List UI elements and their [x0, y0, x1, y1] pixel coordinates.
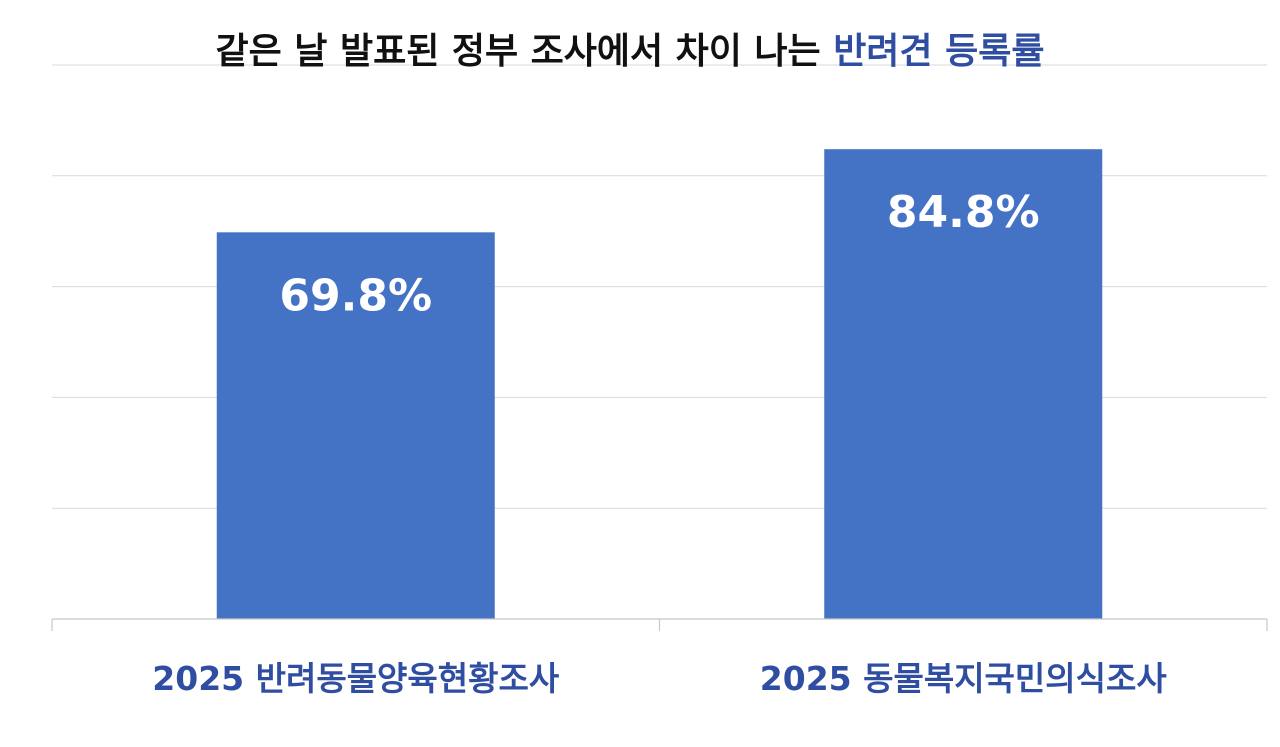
category-label: 2025 반려동물양육현황조사 [152, 659, 560, 698]
bar [216, 232, 495, 620]
chart-title: 같은 날 발표된 정부 조사에서 차이 나는 반려견 등록률 [216, 31, 1045, 72]
chart-title-highlight: 반려견 등록률 [833, 31, 1044, 72]
category-labels: 2025 반려동물양육현황조사 2025 동물복지국민의식조사 [152, 659, 1167, 698]
bars [216, 149, 1103, 620]
data-label: 84.8% [887, 187, 1040, 238]
bar [824, 149, 1103, 619]
data-labels: 69.8% 84.8% [279, 187, 1039, 321]
category-label: 2025 동물복지국민의식조사 [760, 659, 1168, 698]
data-label: 69.8% [279, 270, 432, 321]
chart-title-prefix: 같은 날 발표된 정부 조사에서 차이 나는 [216, 31, 834, 72]
x-axis [51, 618, 1268, 631]
